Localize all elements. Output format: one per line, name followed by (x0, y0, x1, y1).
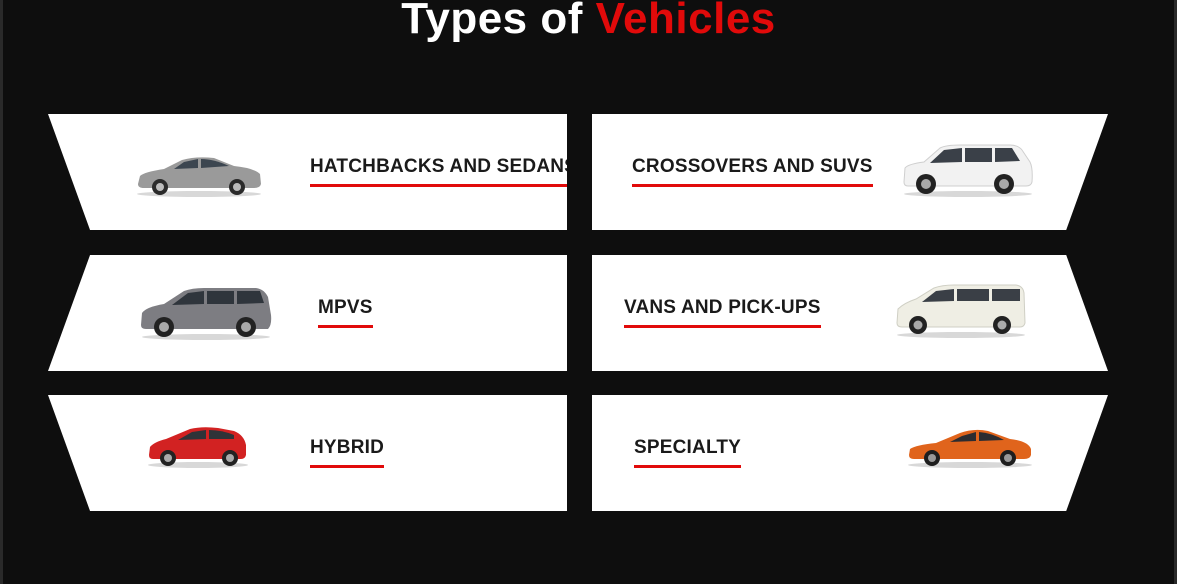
title-prefix: Types of (401, 0, 583, 43)
suv-car-icon (903, 144, 1033, 197)
category-card-hybrid[interactable]: HYBRID (48, 395, 567, 511)
category-label[interactable]: MPVS (318, 297, 373, 328)
title-accent: Vehicles (595, 0, 776, 43)
sedan-car-icon (137, 157, 261, 197)
category-label[interactable]: HATCHBACKS AND SEDANS (310, 156, 567, 187)
category-card-specialty[interactable]: SPECIALTY (592, 395, 1108, 511)
category-card-mpvs[interactable]: MPVS (48, 255, 567, 371)
category-label[interactable]: HYBRID (310, 437, 385, 468)
category-card-vans-pickups[interactable]: VANS AND PICK-UPS (592, 255, 1108, 371)
category-card-hatchbacks-sedans[interactable]: HATCHBACKS AND SEDANS (48, 114, 567, 230)
mpv-car-icon (141, 288, 272, 340)
sports-car-icon (908, 429, 1032, 468)
hatchback-car-icon (148, 427, 248, 468)
category-label[interactable]: SPECIALTY (634, 437, 742, 468)
section-title: Types of Vehicles (3, 0, 1174, 44)
van-car-icon (896, 284, 1026, 338)
category-label[interactable]: CROSSOVERS AND SUVS (632, 156, 873, 187)
category-card-crossovers-suvs[interactable]: CROSSOVERS AND SUVS (592, 114, 1108, 230)
category-label[interactable]: VANS AND PICK-UPS (624, 297, 821, 328)
